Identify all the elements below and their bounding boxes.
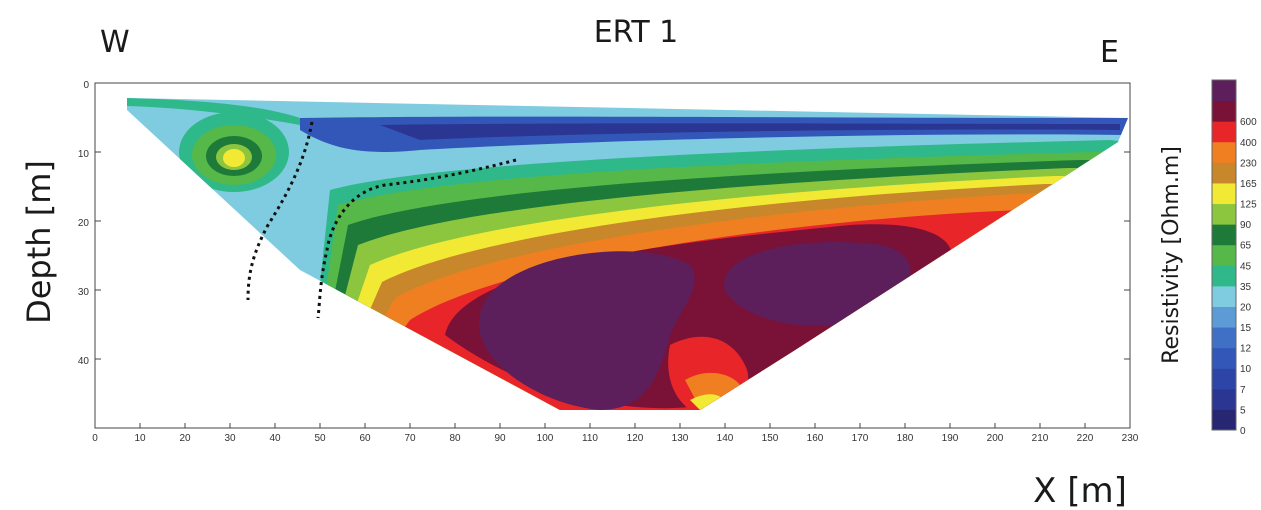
x-tick-label: 100 bbox=[537, 433, 554, 444]
colorbar-frame bbox=[1211, 79, 1237, 431]
x-tick-label: 50 bbox=[314, 433, 326, 444]
colorbar-tick-label: 7 bbox=[1240, 385, 1246, 396]
colorbar-swatch bbox=[1212, 347, 1236, 369]
dotted-boundary-west bbox=[246, 121, 314, 301]
colorbar-swatch bbox=[1212, 409, 1236, 431]
colorbar-tick-label: 20 bbox=[1240, 302, 1252, 313]
x-tick-label: 170 bbox=[852, 433, 869, 444]
x-tick-label: 210 bbox=[1032, 433, 1049, 444]
x-axis-ticks: 0 10 20 30 40 50 60 70 80 90 100 110 120 130 140 150 160… bbox=[92, 423, 1139, 444]
colorbar-swatch bbox=[1212, 100, 1236, 122]
x-tick-label: 20 bbox=[179, 433, 191, 444]
x-axis-label: X [m] bbox=[1033, 471, 1127, 510]
colorbar-swatch bbox=[1212, 162, 1236, 184]
chart-title: ERT 1 bbox=[594, 15, 679, 50]
x-tick-label: 70 bbox=[404, 433, 416, 444]
x-tick-label: 40 bbox=[269, 433, 281, 444]
x-tick-label: 140 bbox=[717, 433, 734, 444]
x-tick-label: 0 bbox=[92, 433, 98, 444]
colorbar-swatch bbox=[1212, 388, 1236, 410]
colorbar-swatch bbox=[1212, 141, 1236, 163]
x-tick-label: 180 bbox=[897, 433, 914, 444]
x-tick-label: 150 bbox=[762, 433, 779, 444]
colorbar-swatch bbox=[1212, 203, 1236, 225]
colorbar-tick-label: 65 bbox=[1240, 241, 1252, 252]
colorbar-tick-label: 230 bbox=[1240, 158, 1257, 169]
x-tick-label: 130 bbox=[672, 433, 689, 444]
x-tick-label: 160 bbox=[807, 433, 824, 444]
y-axis-ticks: 0 10 20 30 40 bbox=[78, 80, 1130, 367]
y-axis-label: Depth [m] bbox=[20, 160, 58, 324]
colorbar-tick-label: 15 bbox=[1240, 323, 1252, 334]
colorbar-tick-label: 90 bbox=[1240, 220, 1252, 231]
x-tick-label: 200 bbox=[987, 433, 1004, 444]
x-tick-label: 110 bbox=[582, 433, 598, 444]
x-tick-label: 90 bbox=[494, 433, 506, 444]
direction-east: E bbox=[1100, 35, 1119, 70]
x-tick-label: 30 bbox=[224, 433, 236, 444]
x-tick-label: 10 bbox=[134, 433, 146, 444]
colorbar-swatch bbox=[1212, 224, 1236, 246]
colorbar-tick-label: 5 bbox=[1240, 405, 1246, 416]
colorbar: 0 5 7 10 12 15 20 35 45 65 90 125 165 230 400 600 bbox=[1211, 79, 1257, 437]
y-tick-label: 0 bbox=[83, 80, 89, 91]
y-tick-label: 30 bbox=[78, 287, 90, 298]
x-tick-label: 220 bbox=[1077, 433, 1094, 444]
colorbar-tick-label: 10 bbox=[1240, 364, 1252, 375]
colorbar-swatch bbox=[1212, 80, 1236, 102]
colorbar-tick-label: 125 bbox=[1240, 200, 1257, 211]
x-tick-label: 190 bbox=[942, 433, 959, 444]
colorbar-tick-label: 600 bbox=[1240, 117, 1257, 128]
colorbar-tick-label: 400 bbox=[1240, 138, 1257, 149]
colorbar-label: Resistivity [Ohm.m] bbox=[1159, 146, 1184, 364]
colorbar-swatch bbox=[1212, 285, 1236, 307]
x-tick-label: 230 bbox=[1122, 433, 1139, 444]
x-tick-label: 80 bbox=[449, 433, 461, 444]
colorbar-tick-label: 12 bbox=[1240, 344, 1252, 355]
colorbar-tick-label: 165 bbox=[1240, 179, 1257, 190]
x-tick-label: 120 bbox=[627, 433, 644, 444]
colorbar-swatch bbox=[1212, 182, 1236, 205]
colorbar-tick-label: 0 bbox=[1240, 426, 1246, 437]
x-tick-label: 60 bbox=[359, 433, 371, 444]
colorbar-swatch bbox=[1212, 265, 1236, 287]
colorbar-swatch bbox=[1212, 368, 1236, 390]
plot-frame bbox=[94, 82, 1131, 429]
colorbar-swatch bbox=[1212, 244, 1236, 266]
colorbar-tick-label: 35 bbox=[1240, 282, 1252, 293]
y-tick-label: 20 bbox=[78, 218, 90, 229]
colorbar-swatch bbox=[1212, 121, 1236, 143]
y-tick-label: 40 bbox=[78, 356, 90, 367]
colorbar-swatch bbox=[1212, 306, 1236, 328]
colorbar-swatch bbox=[1212, 327, 1236, 349]
resistivity-section bbox=[127, 98, 1128, 410]
direction-west: W bbox=[100, 25, 130, 60]
y-tick-label: 10 bbox=[78, 149, 90, 160]
colorbar-tick-label: 45 bbox=[1240, 261, 1252, 272]
